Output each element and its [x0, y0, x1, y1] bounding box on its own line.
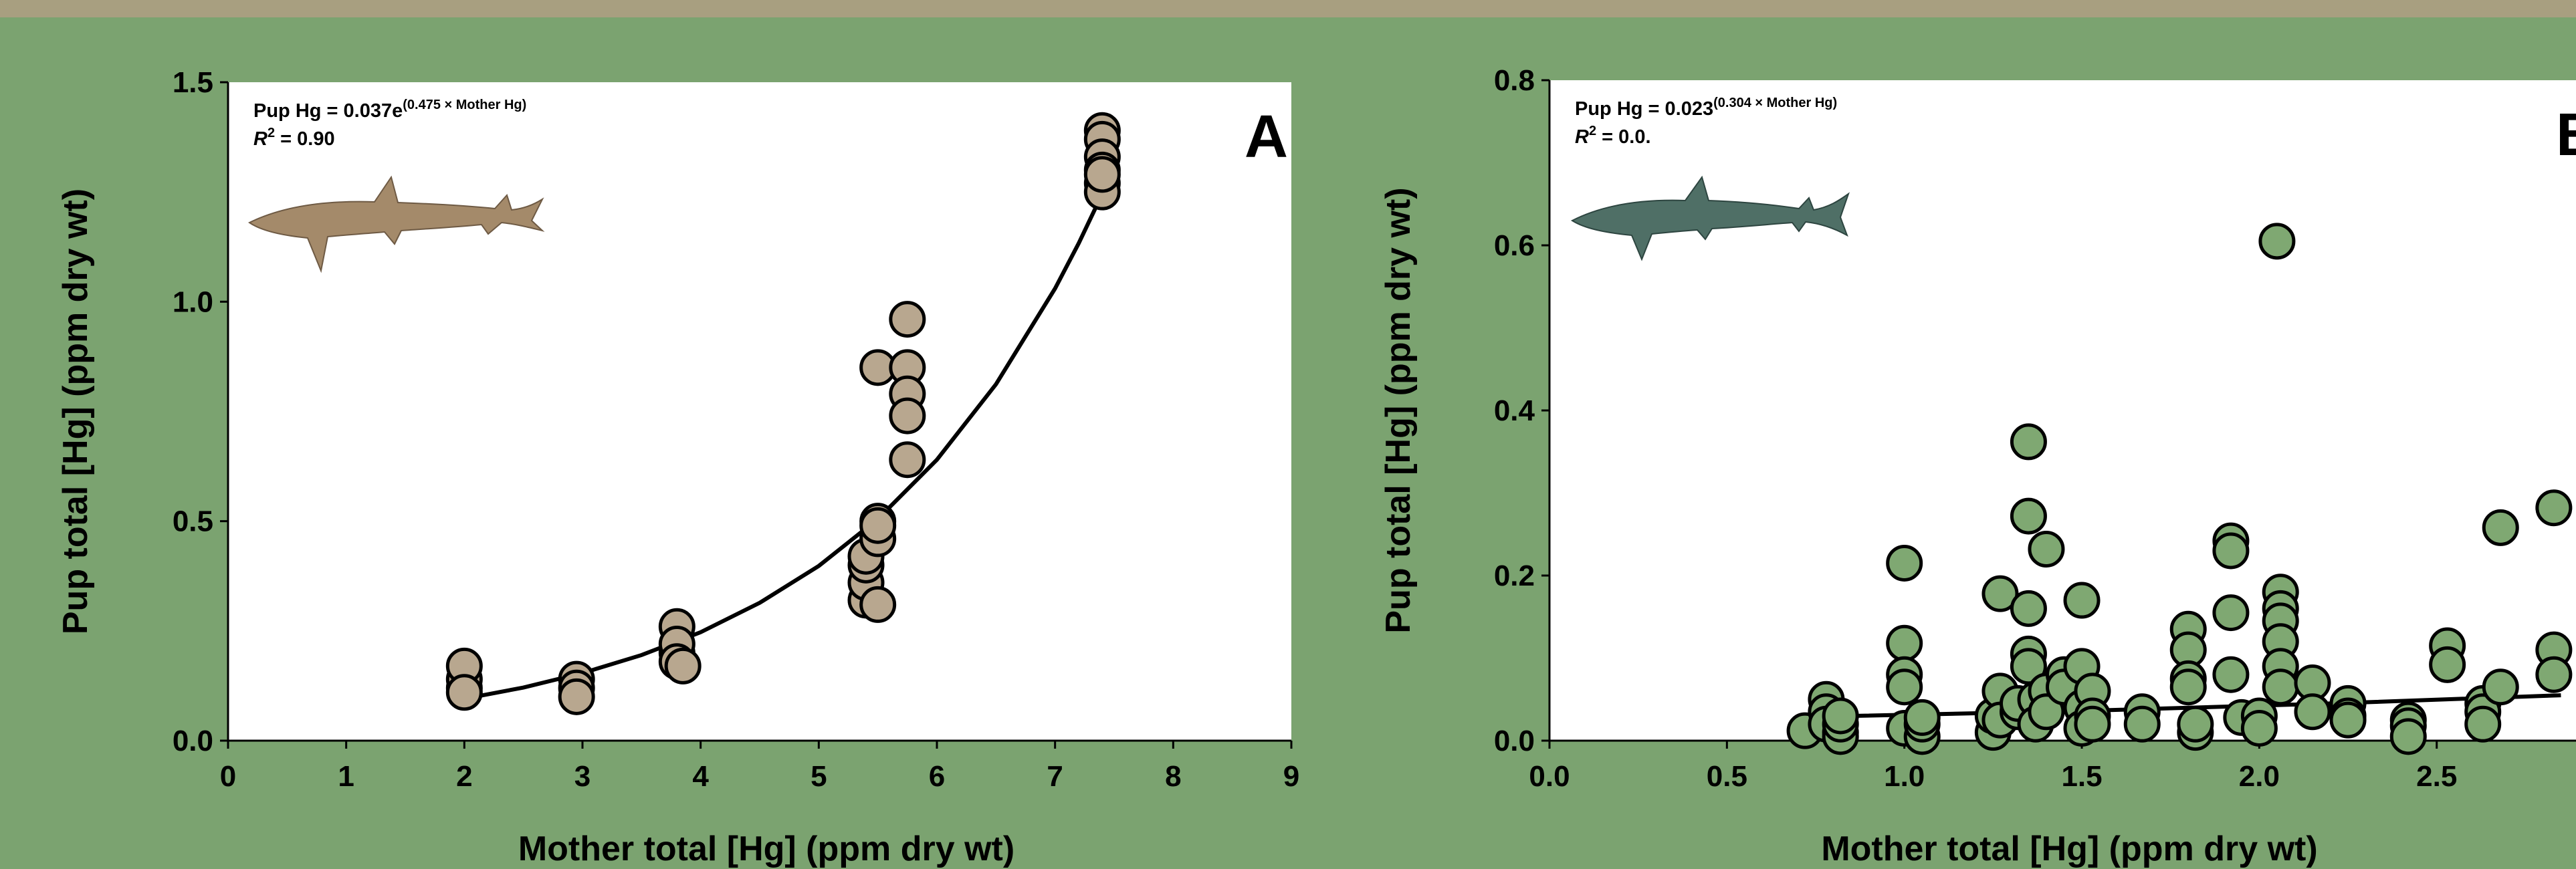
y-tick-label: 1.5 — [173, 66, 213, 99]
y-tick-label: 1.0 — [173, 285, 213, 318]
x-tick-label: 9 — [1283, 760, 1299, 793]
equation-exponent: (0.475 × Mother Hg) — [403, 98, 526, 112]
y-axis-label: Pup total [Hg] (ppm dry wt) — [1379, 187, 1418, 633]
x-tick-label: 2 — [456, 760, 472, 793]
r2-exponent: 2 — [267, 126, 275, 140]
top-bar — [0, 0, 2576, 17]
x-tick-label: 6 — [929, 760, 945, 793]
data-point — [2262, 668, 2299, 706]
equation-text: Pup Hg = 0.023 — [1575, 98, 1713, 120]
x-tick-label: 7 — [1047, 760, 1063, 793]
panel: 0.0 0.2 0.4 0.6 0.8 0.0 0.5 1.0 1.5 2.0 2.5 Mother … — [1379, 64, 2576, 868]
plot-area — [228, 82, 1291, 741]
x-tick-label: 3 — [574, 760, 591, 793]
equation: Pup Hg = 0.023(0.304 × Mother Hg) — [1575, 96, 1837, 120]
panel-label: A — [1245, 104, 1288, 170]
data-point — [2535, 489, 2573, 527]
data-point — [889, 301, 926, 338]
data-point — [2212, 532, 2250, 570]
x-axis-label: Mother total [Hg] (ppm dry wt) — [1821, 830, 2317, 868]
data-point — [889, 397, 926, 434]
data-point — [2123, 705, 2161, 743]
data-point — [2063, 582, 2101, 619]
equation-exponent: (0.304 × Mother Hg) — [1713, 96, 1837, 110]
panel: 0.0 0.5 1.0 1.5 0 1 2 3 4 5 6 7 8 9 Mother total [Hg] … — [56, 66, 1299, 868]
r2-text: = 0.0. — [1596, 126, 1650, 148]
y-tick-label: 0.0 — [1494, 725, 1535, 757]
data-point — [2212, 656, 2250, 693]
data-point — [2010, 497, 2047, 535]
data-point — [2482, 668, 2519, 706]
y-tick-label: 0.0 — [173, 725, 213, 757]
data-point — [2169, 668, 2207, 706]
x-tick-label: 1 — [338, 760, 354, 793]
x-tick-label: 1.0 — [1884, 760, 1925, 793]
x-tick-label: 0.0 — [1529, 760, 1570, 793]
x-tick-label: 2.0 — [2239, 760, 2280, 793]
data-point — [1886, 544, 1923, 582]
data-point — [2028, 693, 2065, 731]
data-point — [2389, 718, 2427, 755]
fish-illustration — [248, 175, 545, 273]
fish-illustration — [1570, 175, 1850, 261]
data-point — [2028, 530, 2065, 568]
x-tick-label: 5 — [811, 760, 827, 793]
data-point — [1981, 575, 2019, 612]
x-tick-label: 0.5 — [1707, 760, 1747, 793]
y-tick-label: 0.5 — [173, 505, 213, 538]
data-point — [2464, 705, 2502, 743]
data-point — [2482, 509, 2519, 546]
data-point — [859, 586, 897, 623]
data-point — [889, 441, 926, 479]
r2-exponent: 2 — [1589, 124, 1596, 138]
data-point — [2074, 705, 2111, 743]
r-squared: R2 = 0.0. — [1575, 124, 1651, 148]
y-tick-label: 0.8 — [1494, 64, 1535, 97]
data-point — [2329, 701, 2367, 739]
data-point — [1886, 624, 1923, 662]
data-point — [1903, 699, 1941, 736]
plot-area — [1549, 80, 2576, 741]
y-tick-label: 0.4 — [1494, 394, 1535, 427]
data-point — [2258, 223, 2296, 260]
data-point — [2010, 590, 2047, 627]
panel-label: B — [2556, 102, 2576, 168]
data-point — [558, 678, 595, 715]
data-point — [2177, 705, 2214, 743]
data-point — [2429, 646, 2466, 683]
data-point — [1822, 697, 1859, 735]
x-axis-label: Mother total [Hg] (ppm dry wt) — [518, 830, 1014, 868]
data-point — [445, 674, 483, 711]
r2-symbol: R — [253, 128, 267, 150]
data-point — [1886, 668, 1923, 706]
data-point — [2212, 594, 2250, 632]
x-tick-label: 4 — [692, 760, 709, 793]
r2-text: = 0.90 — [275, 128, 335, 150]
data-point — [1083, 156, 1121, 193]
x-tick-label: 0 — [220, 760, 236, 793]
r2-symbol: R — [1575, 126, 1589, 148]
y-tick-label: 0.2 — [1494, 560, 1535, 592]
y-axis-label: Pup total [Hg] (ppm dry wt) — [56, 189, 95, 634]
equation-text: Pup Hg = 0.037e — [253, 100, 403, 122]
y-tick-label: 0.6 — [1494, 229, 1535, 262]
data-point — [2535, 656, 2573, 693]
x-tick-label: 1.5 — [2061, 760, 2102, 793]
fit-line — [1815, 693, 2561, 719]
x-tick-label: 2.5 — [2416, 760, 2457, 793]
data-point — [2010, 423, 2047, 461]
r-squared: R2 = 0.90 — [253, 126, 335, 150]
data-point — [2240, 709, 2278, 747]
data-point — [859, 507, 897, 544]
equation: Pup Hg = 0.037e(0.475 × Mother Hg) — [253, 98, 526, 122]
data-point — [664, 647, 702, 685]
x-tick-label: 8 — [1165, 760, 1181, 793]
data-point — [2294, 693, 2331, 731]
